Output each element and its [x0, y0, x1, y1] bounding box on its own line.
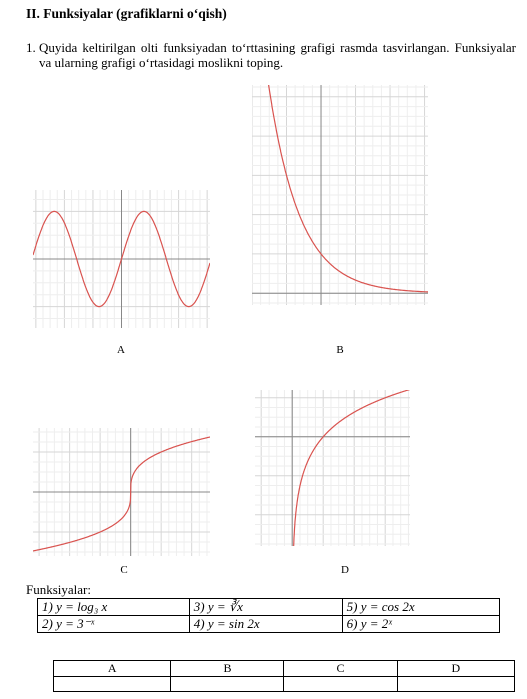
functions-table: 1) y = log₃ x 3) y = ∛x 5) y = cos 2x 2)… — [37, 598, 501, 633]
graph — [252, 85, 428, 305]
answer-table: A B C D — [52, 660, 516, 692]
graph — [255, 390, 410, 546]
graph-label: D — [341, 564, 349, 576]
graph — [33, 428, 210, 556]
answer-cell — [396, 676, 516, 692]
curve — [268, 85, 428, 293]
function: 3) y = ∛x — [188, 598, 343, 616]
function: 2) y = 3⁻ˣ — [37, 615, 190, 633]
problem: 1. Quyida keltirilgan olti funksiyadan t… — [26, 40, 516, 70]
answer-cell — [283, 676, 398, 692]
section-title: II. Funksiyalar (grafiklarni o‘qish) — [26, 6, 227, 21]
function: 6) y = 2ˣ — [341, 615, 501, 633]
answer-header: A — [52, 660, 172, 677]
answer-header: D — [396, 660, 516, 677]
graph-label: C — [120, 564, 128, 576]
function: 5) y = cos 2x — [341, 598, 501, 616]
answer-cell — [52, 676, 172, 692]
function: 4) y = sin 2x — [188, 615, 343, 633]
graph-label: B — [336, 344, 344, 356]
answer-header: B — [170, 660, 285, 677]
graph — [33, 190, 210, 328]
graph-label: A — [117, 344, 125, 356]
function: 1) y = log₃ x — [37, 598, 190, 616]
curve — [33, 436, 210, 552]
problem-text: Quyida keltirilgan olti funksiyadan to‘r… — [39, 40, 516, 70]
answer-cell — [170, 676, 285, 692]
problem-number: 1. — [26, 40, 36, 55]
curve — [292, 390, 410, 546]
answer-header: C — [283, 660, 398, 677]
functions-label: Funksiyalar: — [26, 582, 91, 597]
curve — [33, 210, 210, 308]
